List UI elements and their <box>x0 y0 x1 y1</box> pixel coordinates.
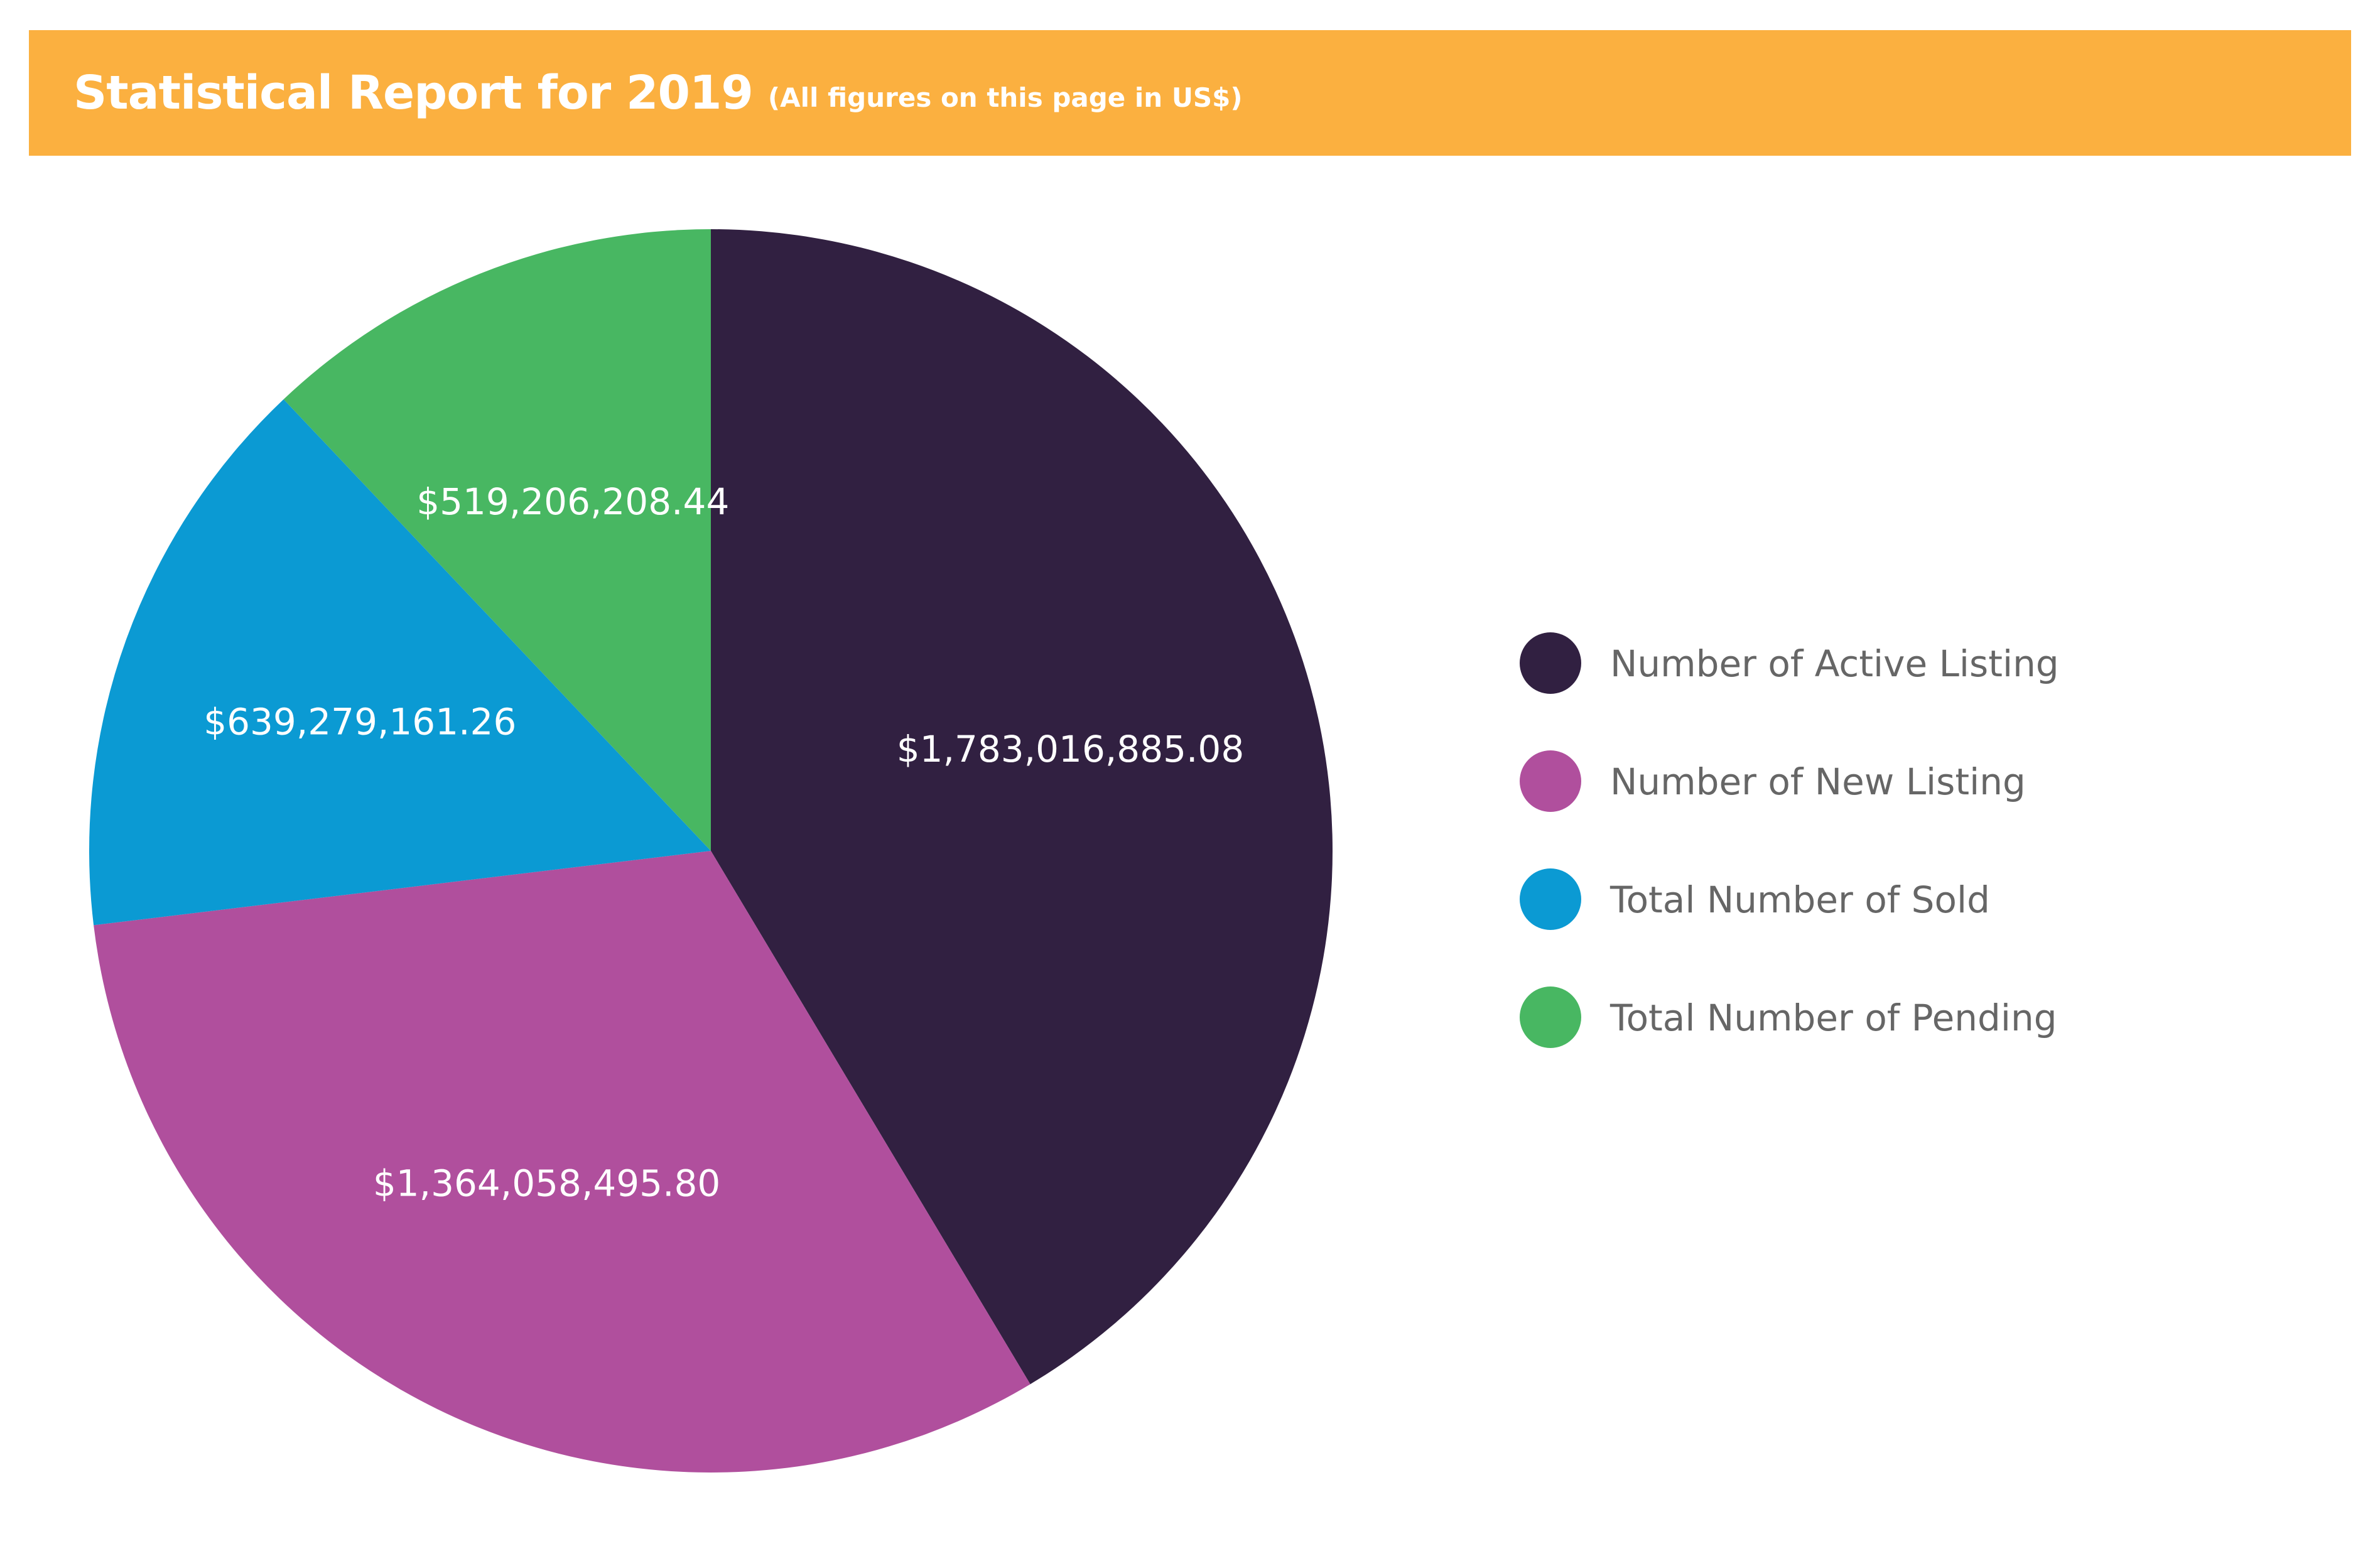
slice-value-label: $1,783,016,885.08 <box>897 728 1244 770</box>
pie-slice-number-of-new-listing <box>94 851 1030 1473</box>
legend-swatch <box>1520 632 1581 694</box>
legend-swatch <box>1520 986 1581 1048</box>
legend-label: Number of New Listing <box>1610 760 2026 803</box>
slice-value-label: $639,279,161.26 <box>203 700 516 743</box>
legend-item-total-number-of-sold: Total Number of Sold <box>1520 868 2059 986</box>
legend-item-number-of-new-listing: Number of New Listing <box>1520 750 2059 868</box>
legend-item-number-of-active-listing: Number of Active Listing <box>1520 632 2059 750</box>
header-banner: Statistical Report for 2019 (All figures… <box>29 30 2351 156</box>
pie-slice-total-number-of-sold <box>89 399 711 926</box>
legend-swatch <box>1520 868 1581 930</box>
pie-value-labels: $1,783,016,885.08 $1,364,058,495.80 $639,2… <box>203 480 1244 1204</box>
pie-slices <box>89 229 1333 1473</box>
report-title: Statistical Report for 2019 <box>73 66 754 120</box>
legend-label: Total Number of Pending <box>1610 997 2057 1039</box>
report-subtitle: (All figures on this page in US$) <box>767 82 1243 113</box>
legend-swatch <box>1520 750 1581 812</box>
chart-legend: Number of Active Listing Number of New Li… <box>1520 632 2059 1105</box>
slice-value-label: $1,364,058,495.80 <box>373 1162 720 1205</box>
pie-slice-total-number-of-pending <box>283 229 711 851</box>
legend-item-total-number-of-pending: Total Number of Pending <box>1520 986 2059 1105</box>
pie-slice-number-of-active-listing <box>711 229 1333 1385</box>
slice-value-label: $519,206,208.44 <box>416 480 729 523</box>
legend-label: Number of Active Listing <box>1610 642 2059 685</box>
legend-label: Total Number of Sold <box>1610 878 1990 921</box>
